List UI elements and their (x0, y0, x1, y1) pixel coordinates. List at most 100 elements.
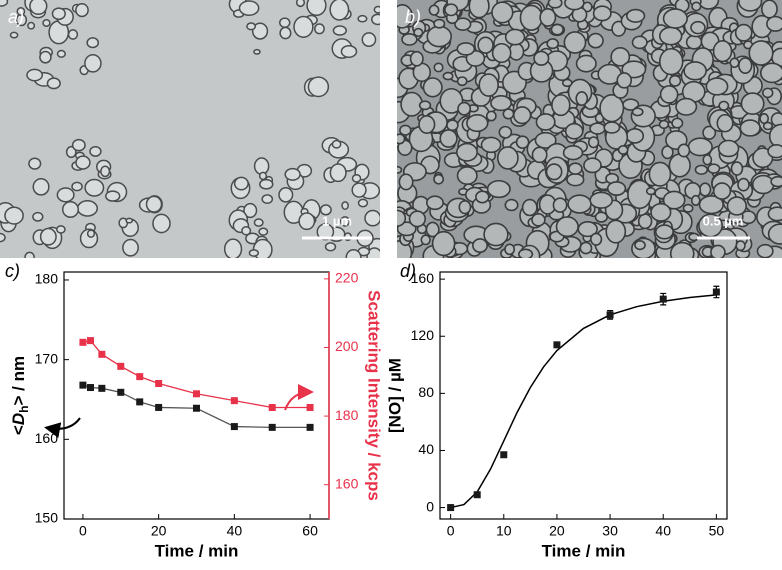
particle (351, 182, 367, 198)
particle (100, 165, 111, 178)
particle (89, 145, 102, 157)
particle (766, 15, 782, 32)
particle (84, 178, 105, 197)
particle (625, 127, 645, 144)
particle (599, 94, 625, 123)
data-point (306, 404, 314, 412)
particle (397, 209, 407, 227)
data-point (155, 379, 163, 387)
particle (483, 222, 509, 247)
particle (279, 26, 292, 40)
y-tick-label: 150 (35, 510, 59, 526)
particle (71, 138, 86, 152)
particle (258, 227, 269, 236)
y-tick-label: 0 (426, 498, 434, 514)
particle (253, 48, 261, 55)
data-point (117, 388, 125, 396)
particle (490, 95, 512, 112)
particle (65, 145, 77, 159)
particle (739, 119, 761, 137)
particle (610, 47, 631, 67)
particle (702, 125, 717, 140)
particle (233, 176, 249, 191)
y2-tick-label: 200 (335, 338, 359, 354)
particle (485, 110, 497, 122)
particle (324, 242, 337, 252)
particle (756, 243, 774, 258)
particle (687, 137, 713, 157)
data-point (306, 423, 314, 431)
particle (316, 223, 335, 241)
particle (564, 0, 585, 11)
y-tick-label: 40 (418, 441, 434, 457)
y-axis-title: [NO] / µM (385, 358, 404, 433)
particle (341, 201, 349, 210)
particle (575, 54, 597, 73)
particle (648, 161, 672, 187)
particle (738, 0, 763, 12)
fit-curve (450, 294, 717, 509)
y2-axis-title: Scattering Intensity / kcps (365, 290, 384, 501)
particle (748, 40, 774, 66)
particle (710, 244, 726, 258)
particle (535, 113, 556, 131)
particle (397, 221, 417, 237)
panel-label: b) (405, 7, 421, 27)
y2-tick-label: 220 (335, 270, 359, 286)
data-point (712, 288, 720, 296)
particle (533, 50, 550, 66)
y-axis-title-part: h (17, 406, 31, 413)
scale-bar-label: 1 µm (322, 213, 352, 228)
particle (278, 17, 291, 28)
particle (28, 157, 42, 170)
particle (605, 219, 627, 244)
particle (32, 211, 44, 222)
particle (767, 223, 782, 245)
particle (566, 172, 585, 187)
data-point (87, 337, 94, 345)
particle (587, 136, 600, 149)
particle (314, 23, 325, 35)
particle (293, 15, 314, 38)
series-line (82, 384, 311, 429)
particle (329, 0, 350, 21)
particle (668, 153, 691, 178)
x-tick-label: 10 (496, 523, 512, 539)
particle (762, 121, 773, 131)
particle (339, 216, 351, 227)
data-point (79, 381, 87, 389)
particle (401, 33, 418, 46)
y-axis-title-part: > / nm (9, 356, 28, 406)
data-point (500, 451, 508, 459)
particle (694, 164, 709, 175)
particle (546, 38, 560, 50)
particle (761, 87, 774, 99)
particle (658, 119, 670, 130)
particle (442, 71, 454, 81)
particle (340, 44, 358, 59)
particle (539, 7, 557, 27)
particle (420, 234, 431, 246)
particle (418, 115, 436, 134)
particle (357, 198, 369, 208)
particle (398, 173, 414, 191)
particle (561, 78, 573, 88)
particle (105, 190, 121, 202)
data-point (193, 404, 200, 412)
particle (56, 49, 66, 58)
particle (729, 57, 740, 69)
particle (331, 139, 342, 149)
data-point (136, 373, 144, 381)
particle (16, 6, 26, 16)
particle (685, 34, 703, 50)
particle (504, 198, 519, 212)
particle (504, 243, 516, 256)
particle (458, 199, 472, 215)
particle (552, 197, 568, 213)
particle (698, 182, 712, 197)
particle (606, 181, 627, 196)
x-tick-label: 0 (79, 523, 87, 539)
data-point (447, 504, 455, 512)
particle (0, 0, 9, 7)
